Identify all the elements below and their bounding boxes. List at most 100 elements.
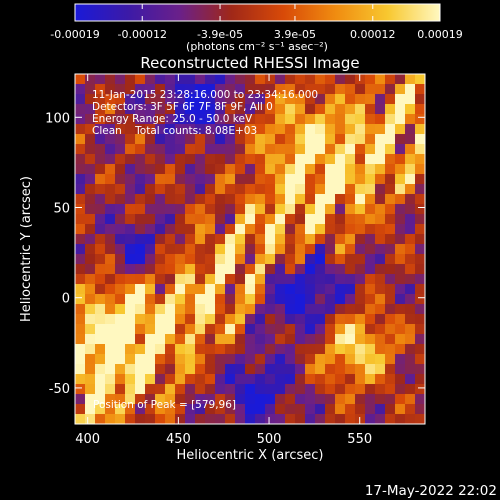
heatmap-pixel — [185, 214, 196, 225]
heatmap-pixel — [255, 84, 266, 95]
heatmap-pixel — [85, 374, 96, 385]
heatmap-pixel — [195, 124, 206, 135]
heatmap-pixel — [135, 124, 146, 135]
heatmap-pixel — [265, 364, 276, 375]
heatmap-pixel — [195, 194, 206, 205]
heatmap-pixel — [135, 84, 146, 95]
heatmap-pixel — [245, 234, 256, 245]
heatmap-pixel — [345, 304, 356, 315]
colorbar-units: (photons cm⁻² s⁻¹ asec⁻²) — [186, 40, 328, 53]
heatmap-pixel — [205, 294, 216, 305]
heatmap-pixel — [215, 254, 226, 265]
heatmap-pixel — [195, 344, 206, 355]
heatmap-pixel — [105, 344, 116, 355]
heatmap-pixel — [405, 284, 416, 295]
heatmap-pixel — [105, 284, 116, 295]
heatmap-pixel — [315, 214, 326, 225]
heatmap-pixel — [185, 314, 196, 325]
heatmap-pixel — [185, 414, 196, 424]
heatmap-pixel — [235, 244, 246, 255]
heatmap-pixel — [145, 204, 156, 215]
heatmap-pixel — [415, 334, 425, 345]
heatmap-pixel — [225, 164, 236, 175]
heatmap-pixel — [295, 394, 306, 405]
heatmap-pixel — [85, 294, 96, 305]
heatmap-pixel — [145, 324, 156, 335]
heatmap-pixel — [215, 104, 226, 115]
heatmap-pixel — [365, 144, 376, 155]
heatmap-pixel — [125, 394, 136, 405]
heatmap-pixel — [105, 254, 116, 265]
heatmap-pixel — [255, 364, 266, 375]
heatmap-pixel — [185, 284, 196, 295]
heatmap-pixel — [75, 104, 86, 115]
heatmap-pixel — [145, 354, 156, 365]
heatmap-pixel — [285, 244, 296, 255]
plot-frame — [74, 73, 426, 425]
heatmap-pixel — [355, 294, 366, 305]
heatmap-pixel — [175, 334, 186, 345]
heatmap-pixel — [395, 114, 406, 125]
heatmap-pixel — [375, 174, 386, 185]
heatmap-pixel — [335, 134, 346, 145]
heatmap-pixel — [365, 304, 376, 315]
heatmap-pixel — [245, 364, 256, 375]
heatmap-pixel — [225, 204, 236, 215]
heatmap-pixel — [325, 274, 336, 285]
heatmap-pixel — [345, 134, 356, 145]
heatmap-pixel — [235, 254, 246, 265]
heatmap-pixel — [215, 164, 226, 175]
heatmap-pixel — [405, 414, 416, 424]
heatmap-pixel — [335, 264, 346, 275]
heatmap-pixel — [285, 384, 296, 395]
heatmap-pixel — [75, 84, 86, 95]
heatmap-pixel — [95, 174, 106, 185]
heatmap-pixel — [255, 254, 266, 265]
heatmap-pixel — [255, 414, 266, 424]
heatmap-pixel — [155, 414, 166, 424]
heatmap-pixel — [245, 274, 256, 285]
heatmap-pixel — [185, 84, 196, 95]
heatmap-pixel — [405, 124, 416, 135]
heatmap-pixel — [95, 364, 106, 375]
heatmap-pixel — [75, 314, 86, 325]
heatmap-pixel — [95, 344, 106, 355]
heatmap-pixel — [365, 214, 376, 225]
heatmap-pixel — [385, 114, 396, 125]
heatmap-pixel — [205, 324, 216, 335]
heatmap-pixel — [405, 114, 416, 125]
heatmap-pixel — [125, 274, 136, 285]
heatmap-pixel — [125, 334, 136, 345]
heatmap-pixel — [385, 314, 396, 325]
heatmap-pixel — [115, 364, 126, 375]
heatmap-pixel — [115, 414, 126, 424]
heatmap-pixel — [235, 334, 246, 345]
heatmap-pixel — [175, 84, 186, 95]
heatmap-pixel — [385, 104, 396, 115]
heatmap-pixel — [345, 294, 356, 305]
heatmap-pixel — [75, 74, 86, 85]
heatmap-pixel — [365, 314, 376, 325]
heatmap-pixel — [155, 334, 166, 345]
heatmap-pixel — [275, 284, 286, 295]
heatmap-pixel — [335, 324, 346, 335]
heatmap-pixel — [355, 314, 366, 325]
heatmap-pixel — [155, 264, 166, 275]
heatmap-pixel — [345, 334, 356, 345]
heatmap-pixel — [365, 134, 376, 145]
heatmap-pixel — [245, 284, 256, 295]
heatmap-pixel — [265, 194, 276, 205]
heatmap-pixel — [175, 134, 186, 145]
heatmap-pixel — [155, 144, 166, 155]
heatmap-pixel — [415, 284, 425, 295]
heatmap-pixel — [365, 74, 376, 85]
heatmap-pixel — [195, 394, 206, 405]
heatmap-pixel — [205, 84, 216, 95]
heatmap-pixel — [355, 324, 366, 335]
heatmap-pixel — [205, 364, 216, 375]
heatmap-pixel — [395, 144, 406, 155]
heatmap-pixel — [375, 244, 386, 255]
heatmap-pixel — [95, 254, 106, 265]
heatmap-pixel — [85, 334, 96, 345]
heatmap-pixel — [305, 294, 316, 305]
